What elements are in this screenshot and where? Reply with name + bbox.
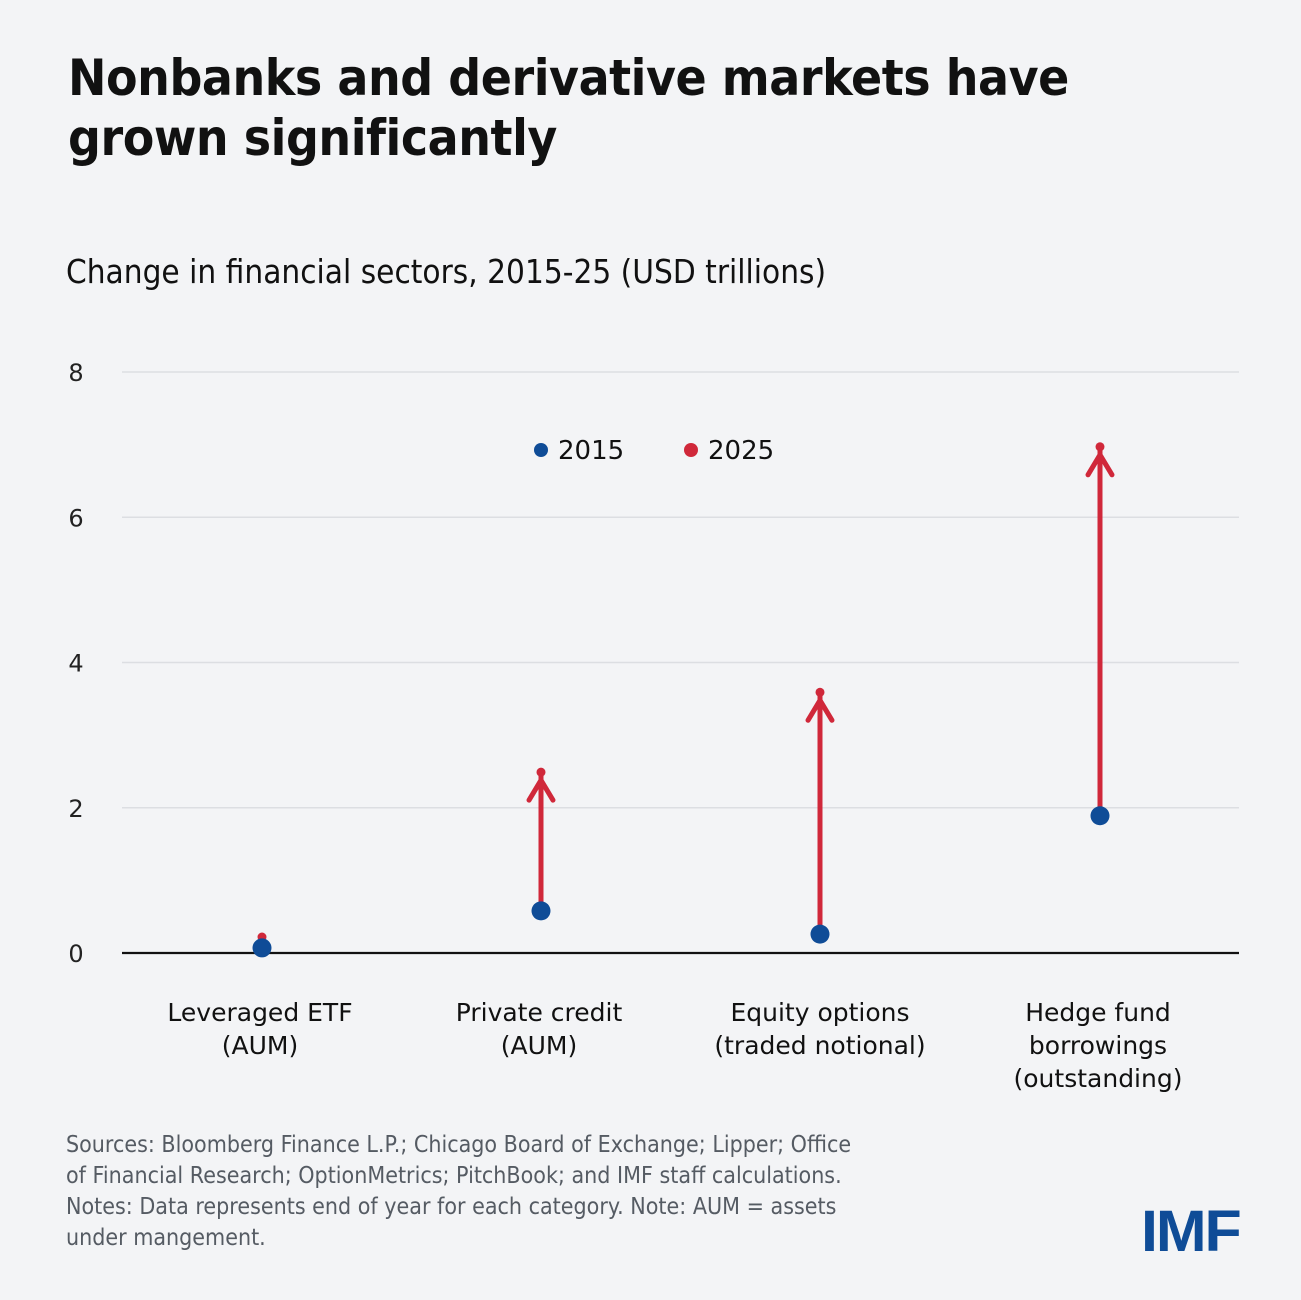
point-2015	[531, 901, 551, 921]
x-category-label: Equity options	[730, 998, 909, 1027]
point-2015	[1090, 806, 1110, 826]
x-category-label: borrowings	[1029, 1031, 1167, 1060]
chart-subtitle: Change in financial sectors, 2015-25 (US…	[66, 252, 827, 291]
imf-logo: IMF	[1141, 1199, 1242, 1264]
chart-title: Nonbanks and derivative markets have gro…	[68, 49, 1069, 167]
point-2015	[810, 924, 830, 944]
legend-2025-marker	[684, 443, 698, 457]
x-category-label: (AUM)	[222, 1031, 298, 1060]
source-notes: Sources: Bloomberg Finance L.P.; Chicago…	[66, 1130, 948, 1254]
x-category-label: Leveraged ETF	[167, 998, 352, 1027]
x-category-label: Private credit	[456, 998, 623, 1027]
notes-line: Sources: Bloomberg Finance L.P.; Chicago…	[66, 1132, 852, 1158]
notes-line: under mangement.	[66, 1225, 266, 1251]
point-2025	[815, 687, 825, 697]
y-tick-label: 0	[68, 940, 83, 968]
y-tick-label: 8	[68, 359, 83, 387]
notes-line: of Financial Research; OptionMetrics; Pi…	[66, 1163, 842, 1189]
growth-arrow-head	[526, 777, 556, 803]
point-2015	[252, 938, 272, 958]
legend-2015-marker	[534, 443, 548, 457]
y-tick-label: 2	[68, 795, 83, 823]
y-tick-label: 4	[68, 650, 83, 678]
growth-arrow-head	[805, 697, 835, 723]
x-category-label: (outstanding)	[1014, 1064, 1183, 1093]
notes-line: Notes: Data represents end of year for e…	[66, 1194, 837, 1220]
point-2025	[536, 767, 546, 777]
y-tick-label: 6	[68, 504, 83, 532]
legend-2025-label: 2025	[708, 436, 774, 466]
x-category-label: (traded notional)	[714, 1031, 925, 1060]
point-2025	[1095, 442, 1105, 452]
legend-2015-label: 2015	[558, 436, 624, 466]
growth-arrow-head	[1085, 452, 1115, 478]
x-category-label: Hedge fund	[1025, 998, 1171, 1027]
x-category-label: (AUM)	[501, 1031, 577, 1060]
